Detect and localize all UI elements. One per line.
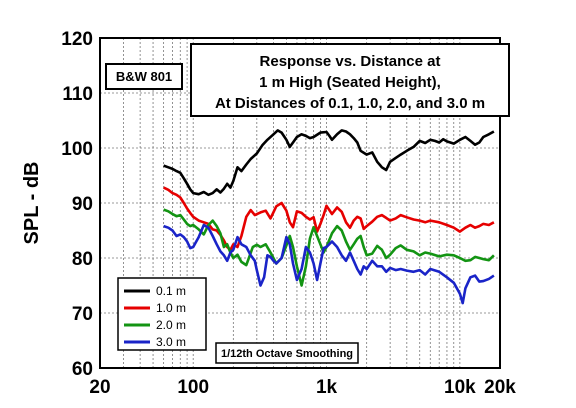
series-line-3-0-m <box>163 223 495 305</box>
x-tick-label: 10k <box>444 377 476 398</box>
y-tick-label: 90 <box>72 194 93 215</box>
title-line-3: At Distances of 0.1, 1.0, 2.0, and 3.0 m <box>215 95 485 112</box>
model-label-box: B&W 801 <box>105 63 183 90</box>
series-line-1-0-m <box>163 186 495 252</box>
smoothing-note: 1/12th Octave Smoothing <box>221 348 353 360</box>
title-box: Response vs. Distance at 1 m High (Seate… <box>190 43 510 117</box>
series-line-2-0-m <box>163 208 495 287</box>
legend: 0.1 m 1.0 m 2.0 m 3.0 m <box>117 277 207 351</box>
x-tick-label: 1k <box>316 377 338 398</box>
legend-label: 1.0 m <box>156 301 186 315</box>
x-tick-label: 100 <box>177 377 209 398</box>
x-tick-label: 20 <box>89 377 110 398</box>
plot-frame <box>99 37 501 369</box>
series-line-0-1-m <box>163 129 495 197</box>
legend-label: 3.0 m <box>156 335 186 349</box>
y-tick-label: 100 <box>61 139 93 160</box>
y-tick-label: 60 <box>72 359 93 380</box>
y-tick-label: 80 <box>72 249 93 270</box>
y-axis-label: SPL - dB <box>21 162 43 245</box>
x-tick-label: 20k <box>484 377 516 398</box>
model-label: B&W 801 <box>116 69 172 84</box>
title-line-2: 1 m High (Seated Height), <box>259 74 441 91</box>
legend-label: 2.0 m <box>156 318 186 332</box>
plot-lines <box>163 129 495 305</box>
y-tick-label: 120 <box>61 29 93 50</box>
smoothing-note-box: 1/12th Octave Smoothing <box>215 342 359 364</box>
y-tick-label: 70 <box>72 304 93 325</box>
title-line-1: Response vs. Distance at <box>260 53 441 70</box>
grid <box>100 38 500 368</box>
y-tick-labels: 60 70 80 90 100 110 120 <box>61 29 93 380</box>
x-tick-labels: 20 100 1k 10k 20k <box>89 377 516 398</box>
y-tick-label: 110 <box>62 84 93 105</box>
legend-label: 0.1 m <box>156 284 186 298</box>
